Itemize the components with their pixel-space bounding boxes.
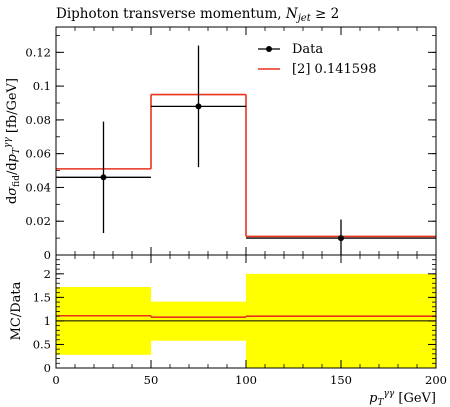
y-tick-label: 0.02 [25, 214, 51, 228]
legend: Data [2] 0.141598 [258, 42, 377, 77]
main-x-ticks [55, 27, 437, 255]
y-tick-label: 0.08 [25, 113, 51, 127]
y-tick-label: 0.06 [25, 147, 51, 161]
legend-entry-mc: [2] 0.141598 [258, 62, 377, 77]
legend-entry-data: Data [258, 42, 323, 57]
x-tick-label: 0 [52, 373, 59, 387]
ratio-panel: 0 0.5 1 1.5 2 0 50 100 150 200 MC/Data pTγγ [GeV… [9, 254, 447, 407]
x-tick-label: 200 [425, 373, 447, 387]
legend-label-mc: [2] 0.141598 [292, 62, 377, 77]
x-tick-label: 50 [144, 373, 159, 387]
data-point [100, 174, 107, 181]
ratio-y-tick-label: 0 [44, 361, 51, 375]
ratio-y-axis-label: MC/Data [9, 281, 24, 340]
y-tick-label: 0.12 [25, 45, 51, 59]
x-tick-label: 150 [330, 373, 352, 387]
y-tick-label: 0.04 [25, 180, 51, 194]
ratio-y-tick-label: 1.5 [33, 290, 51, 304]
ratio-y-axis: 0 0.5 1 1.5 2 [33, 254, 436, 375]
ratio-x-axis: 0 50 100 150 200 [52, 255, 447, 387]
legend-label-data: Data [292, 42, 323, 57]
main-panel: 0 0.02 0.04 0.06 0.08 0.1 0.12 dσfid/dpTγγ [fb… [3, 26, 437, 262]
y-tick-label: 0 [44, 248, 51, 262]
main-y-axis-label: dσfid/dpTγγ [fb/GeV] [3, 78, 22, 204]
ratio-y-tick-label: 2 [44, 267, 51, 281]
ratio-y-tick-label: 1 [44, 314, 51, 328]
y-tick-label: 0.1 [33, 79, 51, 93]
data-point [338, 235, 344, 242]
x-axis-label: pTγγ [GeV] [369, 389, 436, 407]
ratio-y-tick-label: 0.5 [33, 337, 51, 351]
data-point [195, 103, 202, 110]
legend-data-marker [266, 46, 272, 52]
x-tick-label: 100 [235, 373, 257, 387]
plot-title: Diphoton transverse momentum, Njet ≥ 2 [56, 6, 339, 24]
